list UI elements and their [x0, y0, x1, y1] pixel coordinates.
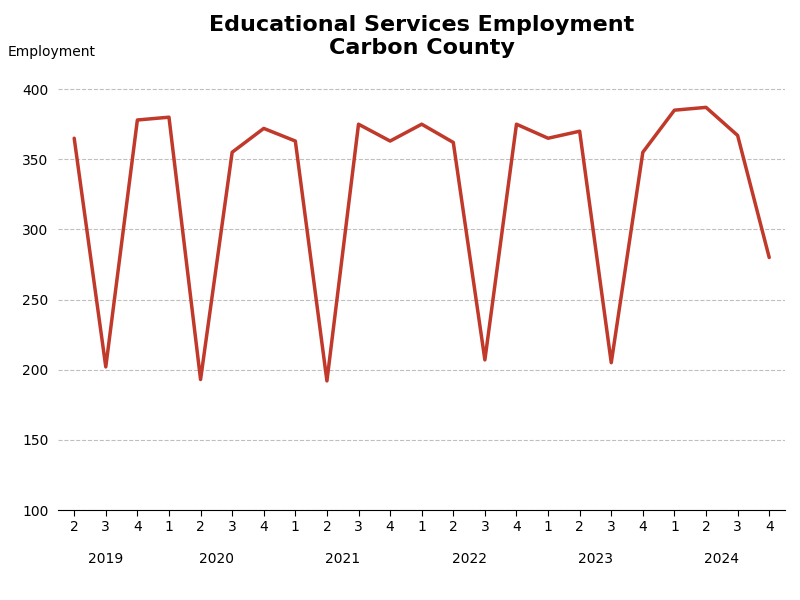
- Text: 2020: 2020: [199, 551, 234, 566]
- Text: Employment: Employment: [7, 45, 95, 59]
- Text: 2021: 2021: [325, 551, 360, 566]
- Text: 2023: 2023: [578, 551, 613, 566]
- Title: Educational Services Employment
Carbon County: Educational Services Employment Carbon C…: [209, 15, 634, 58]
- Text: 2019: 2019: [88, 551, 123, 566]
- Text: 2024: 2024: [704, 551, 739, 566]
- Text: 2022: 2022: [451, 551, 486, 566]
